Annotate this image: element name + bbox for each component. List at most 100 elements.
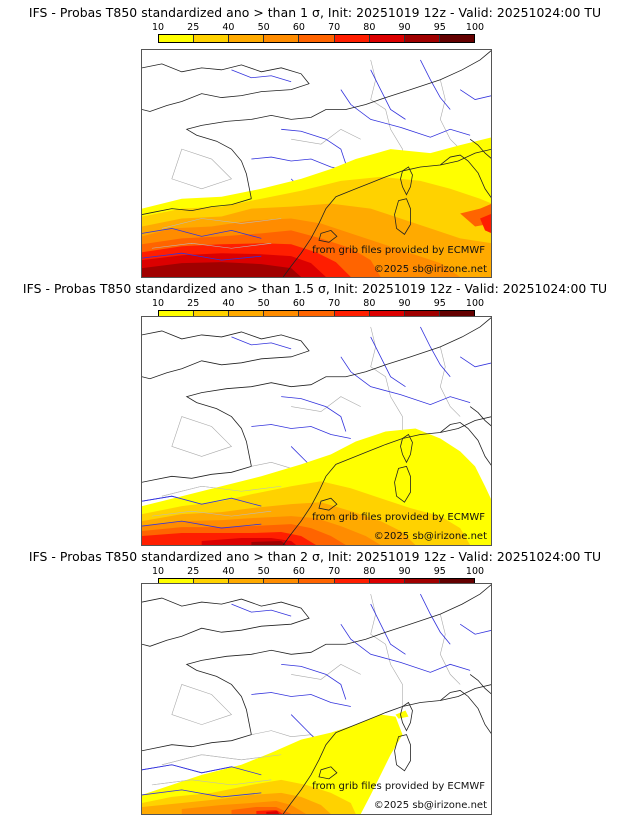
colorbar-segment [369, 579, 405, 586]
river-line [281, 663, 347, 700]
colorbar [158, 34, 475, 43]
colorbar-segment [264, 579, 300, 586]
colorbar-tick-label: 80 [363, 298, 376, 309]
river-line [251, 424, 351, 439]
colorbar-segment [404, 579, 440, 586]
colorbar-ticks: 10 25 40 50 60 70 80 90 95 100 [152, 22, 484, 33]
colorbar-segment [264, 311, 300, 318]
colorbar-segment [439, 579, 474, 586]
coastline [394, 198, 411, 235]
colorbar-tick-label: 100 [465, 566, 485, 577]
river-line [459, 623, 491, 635]
admin-border [291, 128, 361, 145]
colorbar-segment [229, 35, 265, 42]
probability-map[interactable]: from grib files provided by ECMWF ©2025 … [141, 49, 492, 278]
colorbar-tick-label: 80 [363, 566, 376, 577]
river-line [231, 603, 292, 617]
probability-contour [480, 213, 491, 233]
panel-title: IFS - Probas T850 standardized ano > tha… [28, 5, 602, 20]
colorbar-tick-label: 40 [222, 22, 235, 33]
colorbar-tick-label: 10 [151, 566, 165, 577]
river-line [251, 156, 351, 172]
river-line [142, 495, 262, 507]
probability-map[interactable]: from grib files provided by ECMWF ©2025 … [141, 316, 492, 546]
river-line [340, 89, 471, 138]
river-line [142, 228, 262, 239]
river-line [420, 593, 451, 645]
coastline [142, 198, 252, 215]
coastline [142, 734, 252, 752]
colorbar-segment [439, 35, 474, 42]
coastline [469, 406, 491, 427]
colorbar-tick-label: 10 [151, 22, 165, 33]
colorbar-tick-label: 40 [222, 298, 235, 309]
colorbar-segment [369, 35, 405, 42]
river-line [281, 396, 347, 432]
colorbar-tick-label: 80 [363, 22, 376, 33]
copyright-notice: ©2025 sb@irizone.net [373, 531, 487, 542]
colorbar-tick-label: 50 [257, 566, 270, 577]
river-line [370, 336, 406, 388]
admin-border [161, 754, 282, 766]
river-line [142, 789, 262, 798]
coastline [142, 597, 310, 647]
river-line [142, 520, 262, 529]
coastline [400, 433, 413, 464]
admin-border [171, 148, 233, 190]
coastline [318, 229, 338, 243]
colorbar-tick-label: 50 [257, 298, 270, 309]
admin-border [291, 663, 361, 680]
colorbar-segment [159, 311, 195, 318]
colorbar-segment [194, 35, 230, 42]
river-line [231, 336, 292, 350]
river-line [370, 69, 406, 120]
colorbar-segment [159, 35, 195, 42]
river-line [340, 623, 471, 673]
colorbar-tick-label: 60 [292, 566, 305, 577]
admin-border [161, 218, 282, 229]
probability-map[interactable]: from grib files provided by ECMWF ©2025 … [141, 583, 492, 815]
coastline [142, 330, 310, 380]
river-line [142, 764, 262, 776]
colorbar-tick-label: 25 [187, 566, 200, 577]
coastline [142, 63, 310, 112]
data-credit: from grib files provided by ECMWF [312, 512, 485, 523]
coastline [469, 138, 491, 159]
coastline [282, 684, 491, 814]
admin-border [439, 79, 461, 150]
river-line [251, 692, 351, 707]
coastline [185, 317, 491, 467]
colorbar-segment [334, 579, 370, 586]
admin-border [291, 396, 361, 412]
colorbar-tick-label: 95 [433, 566, 446, 577]
admin-border [161, 485, 282, 497]
river-line [231, 69, 292, 83]
coastline [282, 416, 491, 545]
coastline [185, 50, 491, 199]
colorbar-tick-label: 100 [465, 22, 485, 33]
panel-2sigma: IFS - Probas T850 standardized ano > tha… [0, 546, 630, 816]
colorbar-segment [334, 311, 370, 318]
river-line [459, 89, 491, 100]
colorbar-segment [194, 579, 230, 586]
colorbar-segment [264, 35, 300, 42]
probability-contour [251, 541, 287, 545]
probability-contour [142, 714, 403, 814]
coastline [142, 465, 252, 483]
coastline [469, 674, 491, 695]
colorbar-segment [194, 311, 230, 318]
map-canvas [142, 50, 491, 277]
map-canvas [142, 584, 491, 814]
colorbar-tick-label: 60 [292, 22, 305, 33]
coastline [440, 690, 491, 734]
river-line [370, 603, 406, 655]
colorbar-tick-label: 90 [398, 22, 411, 33]
colorbar-tick-label: 10 [151, 298, 165, 309]
admin-border [151, 779, 272, 786]
colorbar-tick-label: 25 [187, 298, 200, 309]
probability-contour [142, 262, 302, 277]
river-line [340, 356, 471, 406]
colorbar-segment [299, 311, 335, 318]
admin-border [171, 684, 233, 725]
admin-border [439, 346, 461, 417]
